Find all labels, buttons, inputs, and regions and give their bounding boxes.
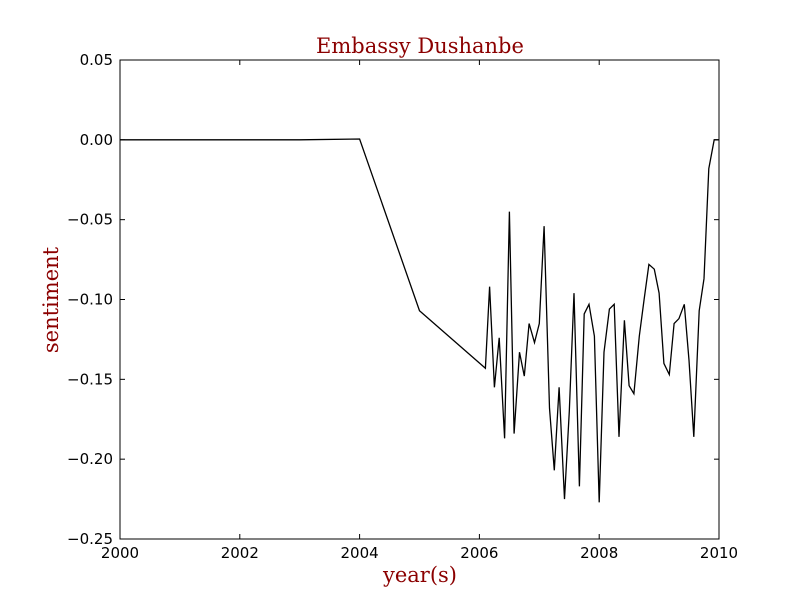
x-tick-label: 2006 [460, 544, 498, 562]
x-tick-label: 2004 [341, 544, 379, 562]
x-tick-label: 2000 [101, 544, 139, 562]
chart-title: Embassy Dushanbe [316, 34, 524, 58]
series-line-0 [120, 138, 719, 503]
y-tick-label: 0.00 [80, 131, 113, 149]
x-tick-label: 2002 [221, 544, 259, 562]
y-tick-label: 0.05 [80, 51, 113, 69]
x-tick-label: 2008 [580, 544, 618, 562]
y-tick-label: −0.10 [67, 291, 113, 309]
plot-frame [119, 59, 720, 540]
y-tick-label: −0.20 [67, 450, 113, 468]
y-tick-label: −0.05 [67, 211, 113, 229]
y-tick-label: −0.15 [67, 370, 113, 388]
y-axis-label: sentiment [39, 246, 63, 353]
x-axis-label: year(s) [382, 563, 457, 587]
y-tick-label: −0.25 [67, 530, 113, 548]
plot-area: 2000 2002 2004 2006 2008 2010 0.05 0.00 −0.05 −0.… [67, 51, 738, 562]
x-tick-label: 2010 [700, 544, 738, 562]
